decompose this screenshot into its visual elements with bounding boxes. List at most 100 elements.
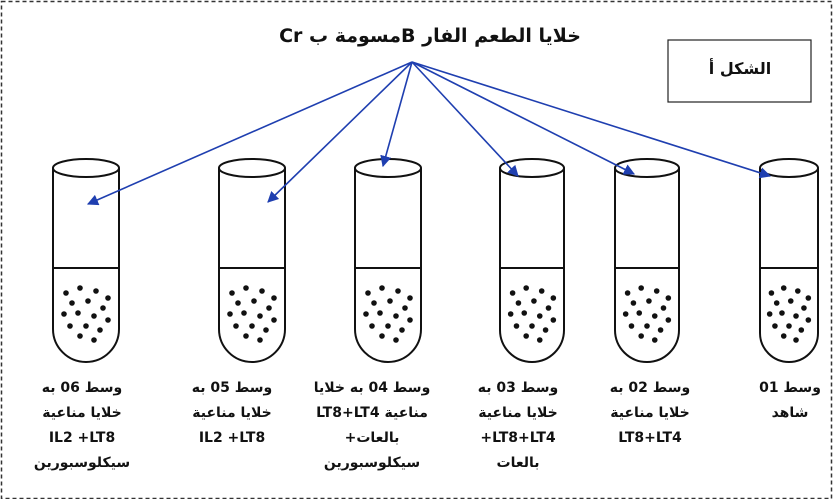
tube-label: خلايا مناعية	[192, 405, 272, 421]
cell	[644, 323, 650, 329]
cell	[625, 290, 631, 296]
tube-label: IL2 +LT8	[49, 430, 115, 446]
cell	[523, 285, 529, 291]
cell	[529, 323, 535, 329]
cell	[774, 300, 780, 306]
cell	[271, 317, 277, 323]
cell	[402, 305, 408, 311]
tube-label: +LT8+LT4	[480, 430, 556, 446]
cell	[395, 288, 401, 294]
cell	[523, 333, 529, 339]
cell	[537, 337, 543, 343]
cell	[61, 311, 67, 317]
cell	[75, 310, 81, 316]
cell	[271, 295, 277, 301]
tube-label: IL2 +LT8	[199, 430, 265, 446]
cell	[365, 290, 371, 296]
tube	[760, 168, 818, 362]
cell	[531, 298, 537, 304]
cell	[799, 327, 805, 333]
cell	[77, 285, 83, 291]
cell	[229, 290, 235, 296]
cell	[793, 313, 799, 319]
tube-label: سيكلوسبورين	[324, 455, 420, 471]
cell	[666, 317, 672, 323]
cell	[97, 327, 103, 333]
cell	[379, 333, 385, 339]
figure-label: الشكل أ	[709, 58, 771, 78]
cell	[377, 310, 383, 316]
cell	[638, 333, 644, 339]
tube-label: وسط 05 به	[192, 380, 272, 396]
cell	[259, 288, 265, 294]
cell	[806, 295, 812, 301]
cell	[781, 333, 787, 339]
cell	[407, 295, 413, 301]
cell	[666, 295, 672, 301]
cell	[63, 290, 69, 296]
cell	[652, 313, 658, 319]
cell	[407, 317, 413, 323]
tube-label: وسط 03 به	[478, 380, 558, 396]
tube-opening	[760, 159, 818, 177]
cell	[369, 323, 375, 329]
cell	[379, 285, 385, 291]
cell	[241, 310, 247, 316]
cell	[105, 295, 111, 301]
tube-label: شاهد	[772, 405, 809, 421]
tube	[500, 168, 564, 362]
cell	[551, 295, 557, 301]
tube-label: بالعات+	[345, 430, 400, 446]
cell	[91, 337, 97, 343]
tube-opening	[53, 159, 119, 177]
cell	[539, 288, 545, 294]
cell	[546, 305, 552, 311]
cell	[769, 290, 775, 296]
cell	[537, 313, 543, 319]
cell	[510, 290, 516, 296]
cell	[77, 333, 83, 339]
cell	[83, 323, 89, 329]
cell	[629, 323, 635, 329]
cell	[105, 317, 111, 323]
cell	[779, 310, 785, 316]
cell	[631, 300, 637, 306]
cell	[251, 298, 257, 304]
tube-label: وسط 01	[759, 380, 821, 396]
tube-opening	[615, 159, 679, 177]
cell	[521, 310, 527, 316]
tube-label: مناعية LT8+LT4	[316, 405, 428, 421]
cell	[371, 300, 377, 306]
tube-label: خلايا مناعية	[610, 405, 690, 421]
arrow	[412, 62, 634, 174]
cell	[233, 323, 239, 329]
cell	[100, 305, 106, 311]
tube-label: وسط 04 به خلايا	[314, 380, 431, 396]
cell	[767, 311, 773, 317]
cell	[263, 327, 269, 333]
tube-label: وسط 02 به	[610, 380, 690, 396]
cell	[91, 313, 97, 319]
cell	[243, 333, 249, 339]
tube-opening	[219, 159, 285, 177]
cell	[393, 313, 399, 319]
cell	[646, 298, 652, 304]
cell	[654, 288, 660, 294]
tube-label: وسط 06 به	[42, 380, 122, 396]
tube-label: LT8+LT4	[618, 430, 682, 446]
cell	[363, 311, 369, 317]
cell	[257, 337, 263, 343]
cell	[235, 300, 241, 306]
cell	[636, 310, 642, 316]
cell	[69, 300, 75, 306]
tube	[219, 168, 285, 362]
cell	[516, 300, 522, 306]
title: خلايا الطعم الفار Bمسومة ب Cr	[279, 25, 581, 47]
tube-label: بالعات	[497, 455, 540, 471]
tube	[615, 168, 679, 362]
cell	[658, 327, 664, 333]
cell	[67, 323, 73, 329]
cell	[786, 323, 792, 329]
cell	[788, 298, 794, 304]
cell	[793, 337, 799, 343]
